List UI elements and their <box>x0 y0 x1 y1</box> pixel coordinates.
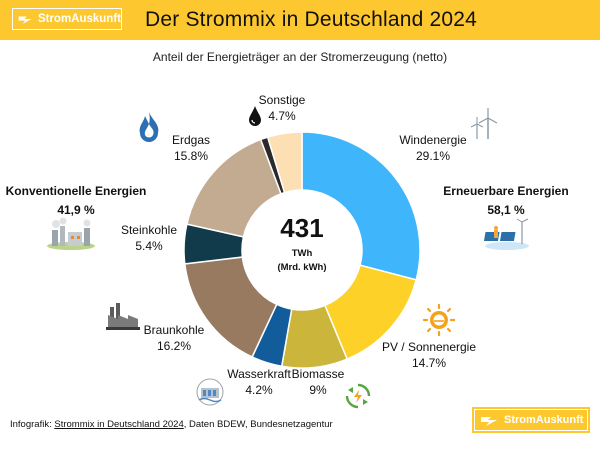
label-pv-name: PV / Sonnenergie <box>381 340 477 354</box>
label-pv-pct: 14.7% <box>411 356 447 370</box>
label-wind-name: Windenergie <box>399 133 467 147</box>
brand-name-bottom: StromAuskunft <box>504 414 584 426</box>
header-bar: StromAuskunft Der Strommix in Deutschlan… <box>0 0 600 40</box>
label-steinkohle: Steinkohle 5.4% <box>117 222 181 254</box>
group-conventional: Konventionelle Energien 41,9 % <box>4 183 148 218</box>
group-renewable-label: Erneuerbare Energien <box>443 184 569 198</box>
label-steinkohle-name: Steinkohle <box>120 223 178 237</box>
center-unit: TWh <box>292 248 313 259</box>
label-erdgas: Erdgas 15.8% <box>163 132 219 164</box>
brand-logo[interactable]: StromAuskunft <box>12 8 122 30</box>
group-renewable-value: 58,1 % <box>487 203 525 217</box>
label-wasserkraft-pct: 4.2% <box>245 383 273 397</box>
power-plant-icon <box>47 217 95 250</box>
group-renewable: Erneuerbare Energien 58,1 % <box>443 183 569 218</box>
label-steinkohle-pct: 5.4% <box>135 239 163 253</box>
label-braunkohle: Braunkohle 16.2% <box>139 322 209 354</box>
chart-subtitle: Anteil der Energieträger an der Stromerz… <box>152 50 448 64</box>
group-conventional-label: Konventionelle Energien <box>5 184 147 198</box>
center-value: 431 <box>280 213 323 243</box>
footer-link[interactable]: Strommix in Deutschland 2024 <box>54 419 184 430</box>
gas-flame-icon <box>139 112 159 142</box>
footer-prefix: Infografik: <box>10 419 55 430</box>
label-pv: PV / Sonnenergie 14.7% <box>379 339 479 371</box>
label-sonstige-name: Sonstige <box>258 93 306 107</box>
footer-credit: Infografik: Strommix in Deutschland 2024… <box>10 419 333 430</box>
brand-logo-bottom[interactable]: StromAuskunft <box>472 407 590 433</box>
footer-suffix: , Daten BDEW, Bundesnetzagentur <box>183 419 333 430</box>
label-wasserkraft: Wasserkraft 4.2% <box>224 366 294 398</box>
biomass-cycle-icon <box>345 383 371 409</box>
label-sonstige-pct: 4.7% <box>268 109 296 123</box>
solar-farm-icon <box>484 218 529 250</box>
label-sonstige: Sonstige 4.7% <box>252 92 312 124</box>
coal-factory-icon <box>106 303 140 330</box>
label-biomasse-pct: 9% <box>309 383 327 397</box>
oil-drop-icon <box>249 106 261 126</box>
sun-icon <box>423 304 455 336</box>
center-unit-detail: (Mrd. kWh) <box>277 262 326 273</box>
lightning-icon <box>481 417 497 426</box>
label-erdgas-pct: 15.8% <box>173 149 209 163</box>
chart-center: 431 TWh (Mrd. kWh) <box>277 213 326 273</box>
brand-name: StromAuskunft <box>37 13 121 25</box>
label-braunkohle-pct: 16.2% <box>156 339 192 353</box>
label-wind: Windenergie 29.1% <box>393 132 473 164</box>
label-braunkohle-name: Braunkohle <box>143 323 205 337</box>
slice-windenergie <box>301 131 421 281</box>
page-title: Der Strommix in Deutschland 2024 <box>145 8 478 31</box>
hydro-dam-icon <box>196 378 224 406</box>
group-conventional-value: 41,9 % <box>57 203 95 217</box>
label-biomasse: Biomasse 9% <box>289 366 347 398</box>
label-biomasse-name: Biomasse <box>291 367 345 381</box>
label-wasserkraft-name: Wasserkraft <box>227 367 291 381</box>
wind-turbine-icon <box>470 108 498 139</box>
label-wind-pct: 29.1% <box>415 149 451 163</box>
lightning-icon <box>18 16 32 24</box>
slice-sonstige <box>266 131 303 194</box>
label-erdgas-name: Erdgas <box>171 133 211 147</box>
